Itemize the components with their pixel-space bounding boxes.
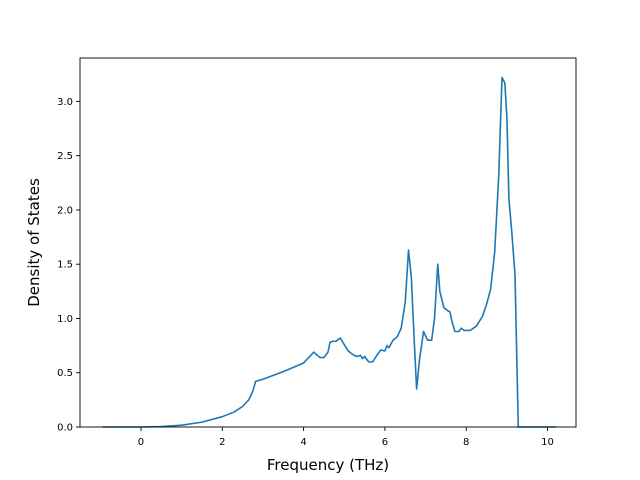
plot-area (102, 76, 556, 428)
y-axis-label: Density of States (25, 178, 43, 307)
y-tick-label: 1.5 (57, 260, 73, 271)
y-tick-label: 1.0 (57, 314, 73, 325)
x-tick-label: 2 (219, 437, 225, 448)
x-tick-label: 4 (300, 437, 306, 448)
x-axis-label: Frequency (THz) (267, 456, 389, 474)
dos-series-line (102, 76, 556, 428)
y-tick-label: 3.0 (57, 97, 73, 108)
axes-frame (79, 57, 577, 428)
x-tick-label: 10 (541, 437, 554, 448)
x-tick-label: 6 (382, 437, 388, 448)
x-tick-label: 8 (463, 437, 469, 448)
ticks-layer: 0 2 4 6 8 10 0.0 0.5 1.0 1.5 2.0 2.5 3.0 (57, 97, 554, 448)
y-tick-label: 0.0 (57, 423, 73, 434)
y-tick-label: 0.5 (57, 368, 73, 379)
y-tick-label: 2.0 (57, 205, 73, 216)
x-tick-label: 0 (138, 437, 144, 448)
y-tick-label: 2.5 (57, 151, 73, 162)
